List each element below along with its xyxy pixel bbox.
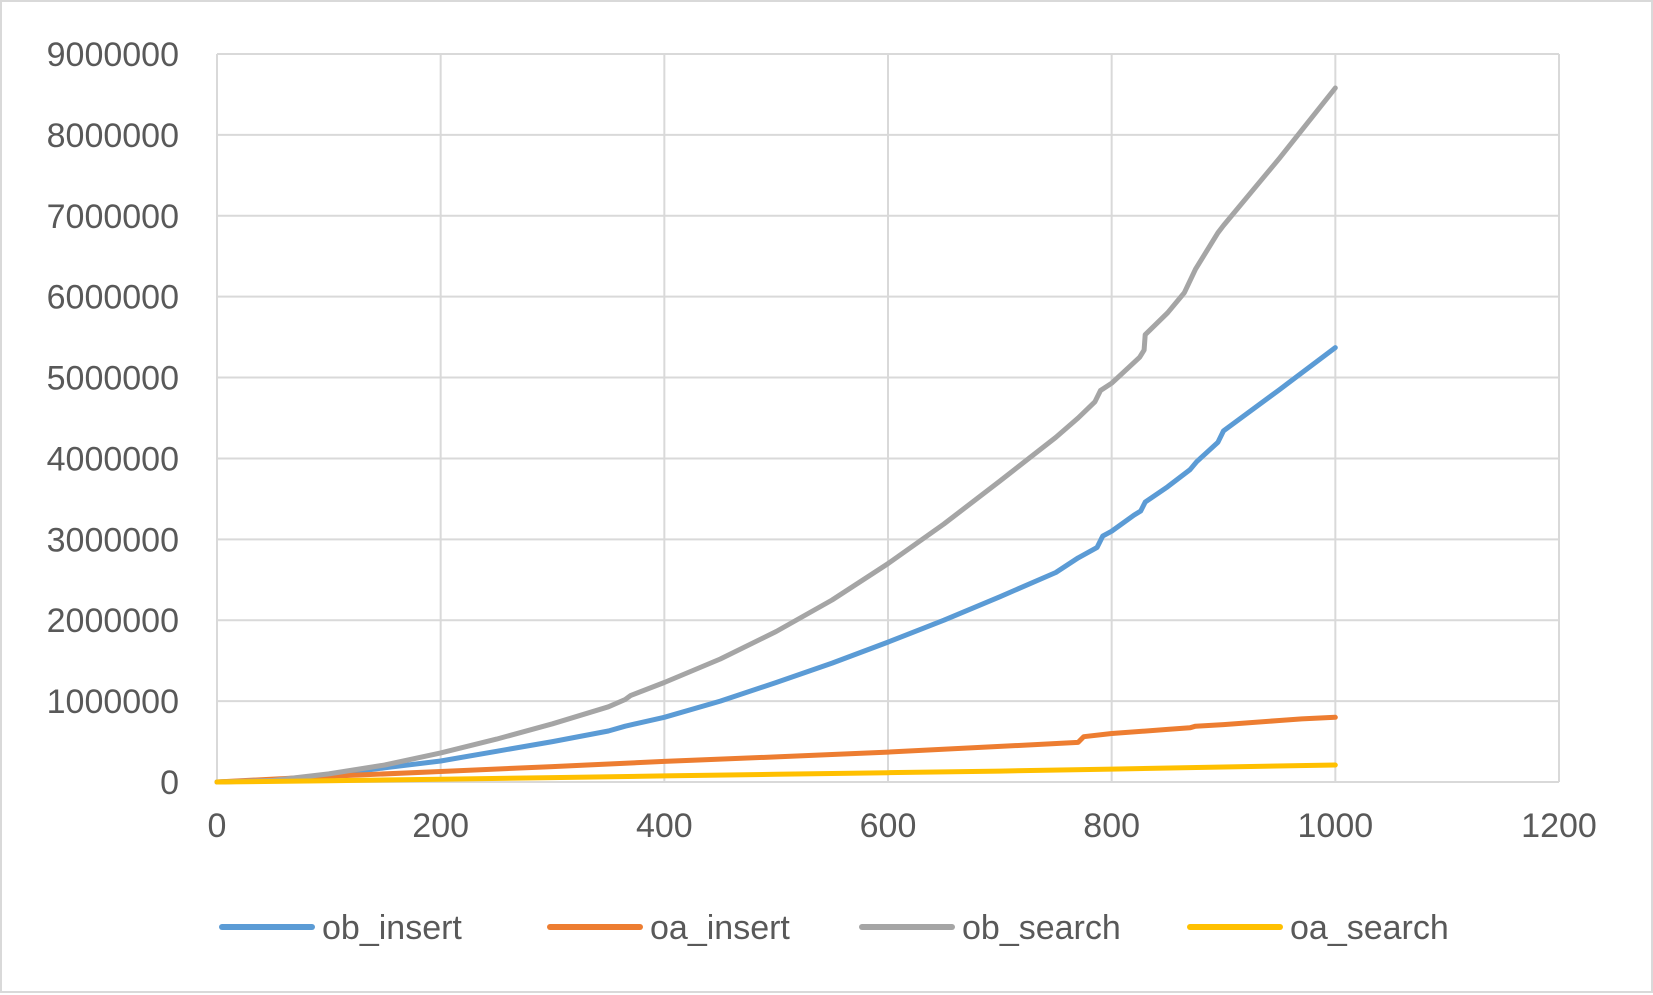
series-line-oa-search	[214, 762, 1338, 785]
y-tick-label: 9000000	[47, 36, 179, 74]
legend-label: ob_search	[962, 909, 1121, 947]
legend-label: oa_search	[1290, 909, 1449, 947]
series-line-ob-search	[214, 85, 1338, 785]
y-axis-ticks: 0 1000000 2000000 3000000 4000000 5000000 6000…	[47, 36, 179, 802]
y-tick-label: 8000000	[47, 117, 179, 155]
x-tick-label: 0	[208, 807, 227, 845]
legend-item-ob-search: ob_search	[859, 909, 1121, 947]
series-line-ob-insert	[214, 345, 1338, 785]
x-tick-label: 800	[1083, 807, 1140, 845]
y-tick-label: 5000000	[47, 360, 179, 398]
legend-item-ob-insert: ob_insert	[219, 909, 462, 947]
x-tick-label: 400	[636, 807, 693, 845]
x-tick-label: 1000	[1298, 807, 1374, 845]
x-tick-label: 1200	[1521, 807, 1597, 845]
legend: ob_insert oa_insert ob_search oa_search	[219, 909, 1449, 947]
series-line-oa-insert	[214, 714, 1338, 785]
legend-item-oa-search: oa_search	[1187, 909, 1449, 947]
series-lines	[214, 85, 1338, 785]
legend-item-oa-insert: oa_insert	[547, 909, 790, 947]
y-tick-label: 4000000	[47, 440, 179, 478]
x-axis-ticks: 0 200 400 600 800 1000 1200	[208, 807, 1597, 845]
y-tick-label: 2000000	[47, 602, 179, 640]
x-tick-label: 200	[412, 807, 469, 845]
y-tick-label: 1000000	[47, 683, 179, 721]
y-tick-label: 3000000	[47, 521, 179, 559]
y-tick-label: 0	[160, 764, 179, 802]
legend-label: oa_insert	[650, 909, 790, 947]
x-tick-label: 600	[860, 807, 917, 845]
y-tick-label: 7000000	[47, 198, 179, 236]
y-tick-label: 6000000	[47, 279, 179, 317]
gridlines	[216, 53, 1560, 783]
legend-label: ob_insert	[322, 909, 462, 947]
